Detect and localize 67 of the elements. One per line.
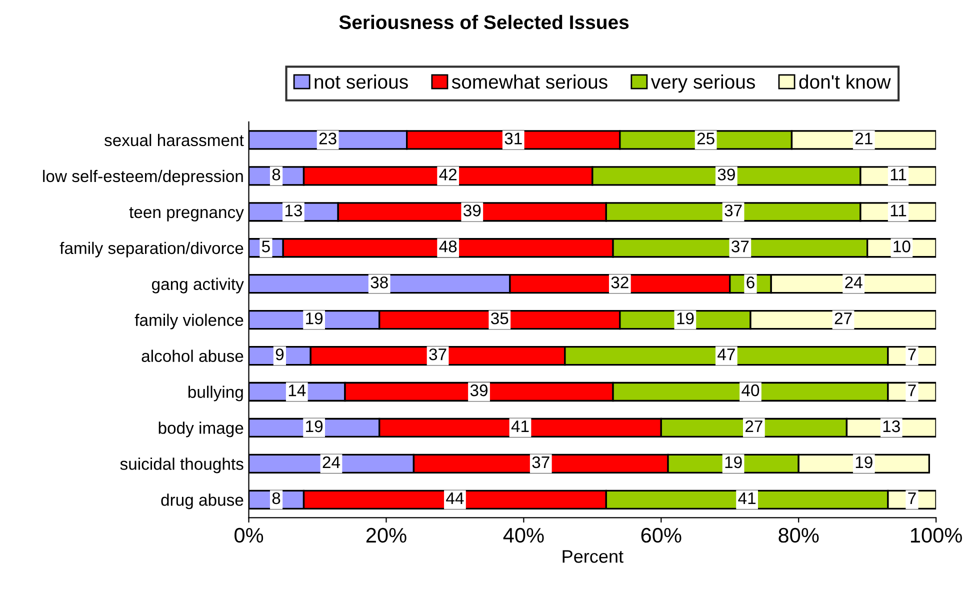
data-label: 31 bbox=[504, 132, 522, 144]
legend-label: very serious bbox=[650, 74, 755, 93]
data-label: 25 bbox=[697, 132, 714, 144]
data-label: 24 bbox=[845, 276, 862, 288]
x-axis-title: Percent bbox=[562, 550, 624, 563]
y-tick-label: sexual harassment bbox=[104, 134, 244, 146]
y-tick-label: teen pregnancy bbox=[129, 207, 244, 222]
legend-label: somewhat serious bbox=[452, 74, 608, 89]
data-label: 37 bbox=[429, 348, 446, 360]
data-label: 19 bbox=[306, 420, 323, 432]
x-tick-label: 0% bbox=[234, 528, 264, 543]
y-tick-label: drug abuse bbox=[161, 494, 244, 510]
data-label: 21 bbox=[855, 132, 872, 144]
y-tick-label: suicidal thoughts bbox=[120, 458, 244, 474]
x-tick-label: 80% bbox=[778, 528, 819, 543]
data-label: 5 bbox=[262, 240, 270, 252]
y-tick-label: gang activity bbox=[152, 278, 244, 294]
data-label: 10 bbox=[894, 240, 910, 252]
data-label: 35 bbox=[491, 312, 508, 324]
data-label: 8 bbox=[272, 492, 280, 504]
y-tick-label: bullying bbox=[188, 386, 243, 402]
data-label: 6 bbox=[746, 276, 754, 288]
y-tick-label: alcohol abuse bbox=[142, 350, 244, 362]
x-tick-label: 40% bbox=[503, 528, 544, 543]
data-label: 32 bbox=[611, 276, 628, 288]
data-label: 11 bbox=[890, 168, 906, 180]
data-label: 19 bbox=[856, 456, 872, 468]
data-label: 24 bbox=[322, 456, 340, 468]
chart-title: Seriousness of Selected Issues bbox=[339, 14, 629, 30]
legend-label: don't know bbox=[799, 74, 891, 89]
data-label: 19 bbox=[725, 456, 742, 468]
data-label: 19 bbox=[677, 312, 694, 324]
data-label: 27 bbox=[834, 312, 852, 324]
data-label: 38 bbox=[370, 276, 388, 288]
data-label: 48 bbox=[439, 240, 457, 252]
data-label: 41 bbox=[511, 420, 529, 432]
data-label: 37 bbox=[724, 204, 742, 216]
data-label: 7 bbox=[908, 384, 916, 396]
data-label: 14 bbox=[288, 384, 306, 396]
data-label: 19 bbox=[306, 312, 323, 324]
y-tick-label: family violence bbox=[134, 314, 244, 330]
y-tick-label: body image bbox=[158, 422, 244, 438]
data-label: 44 bbox=[446, 492, 464, 504]
legend-label: not serious bbox=[314, 74, 408, 89]
data-label: 27 bbox=[745, 420, 762, 432]
data-label: 8 bbox=[272, 168, 280, 180]
data-label: 47 bbox=[718, 348, 735, 360]
data-label: 42 bbox=[439, 168, 457, 180]
y-tick-label: low self-esteem/depression bbox=[43, 170, 243, 186]
x-tick-label: 60% bbox=[641, 528, 682, 543]
data-label: 41 bbox=[738, 492, 756, 504]
x-tick-label: 100% bbox=[911, 528, 962, 543]
data-label: 11 bbox=[890, 204, 906, 216]
data-label: 7 bbox=[908, 492, 916, 504]
data-label: 13 bbox=[883, 420, 900, 432]
data-label: 39 bbox=[718, 168, 735, 180]
data-label: 37 bbox=[732, 240, 749, 252]
data-label: 40 bbox=[742, 384, 760, 396]
data-label: 37 bbox=[532, 456, 550, 468]
data-label: 9 bbox=[276, 348, 284, 360]
x-tick-label: 20% bbox=[366, 528, 406, 543]
data-label: 39 bbox=[470, 384, 488, 396]
data-label: 13 bbox=[285, 204, 302, 216]
y-tick-label: family separation/divorce bbox=[60, 242, 244, 258]
data-label: 39 bbox=[464, 204, 481, 216]
data-label: 7 bbox=[908, 348, 916, 360]
data-label: 23 bbox=[319, 132, 336, 144]
